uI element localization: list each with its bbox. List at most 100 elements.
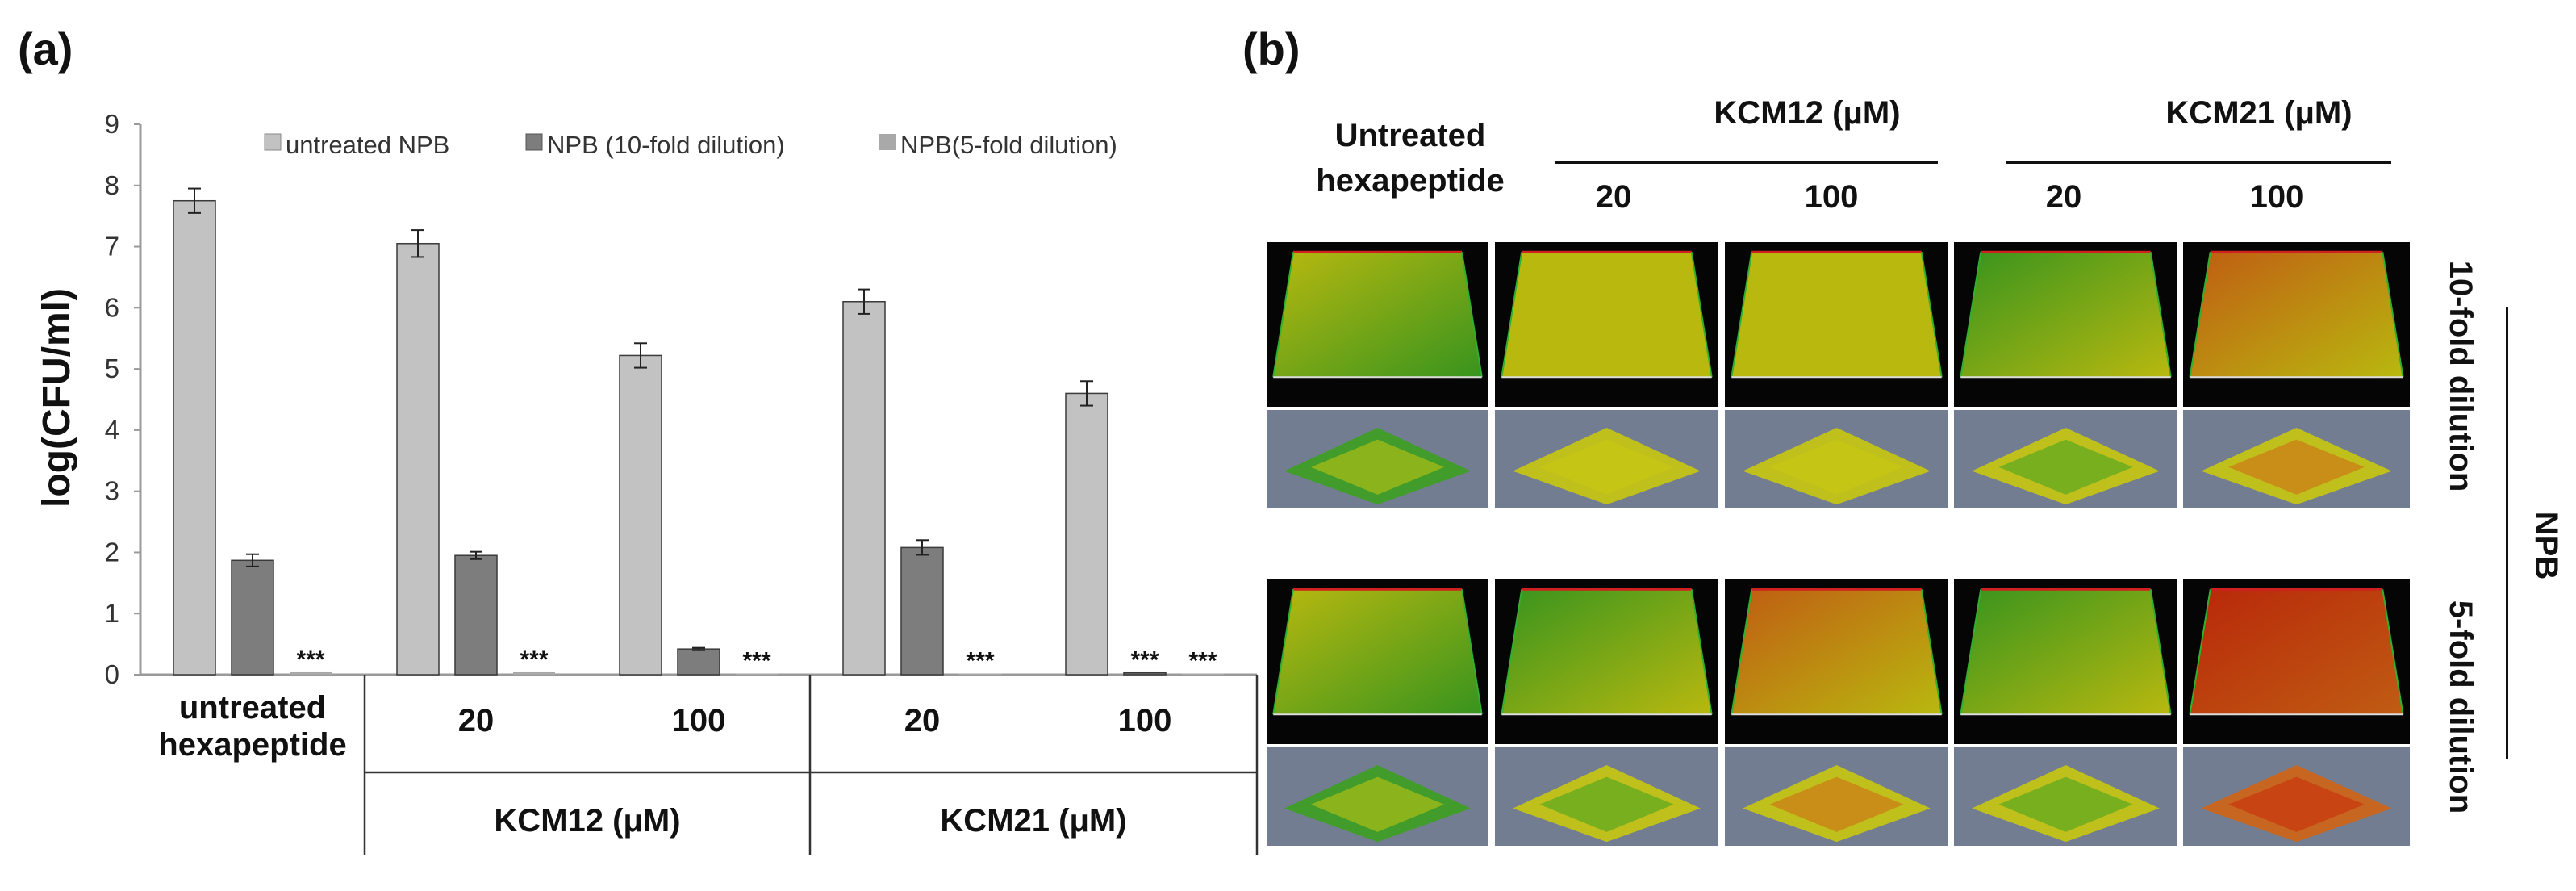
- confocal-surface-plot: [2201, 764, 2392, 843]
- bar-chart: log(CFU/ml) untreated NPB NPB (10-fold d…: [35, 109, 1259, 855]
- confocal-surface-plot: [1284, 427, 1471, 505]
- y-ticks: 0 1 2 3 4 5 6 7 8 9: [105, 109, 140, 689]
- bar-npb-10-fold-dilution-3: [900, 546, 944, 676]
- confocal-image-bottom-r1-c0: [1267, 747, 1488, 846]
- confocal-3d-view: [1960, 250, 2172, 379]
- y-tick-label: 3: [105, 476, 119, 506]
- significance-label: ***: [520, 646, 548, 673]
- legend: untreated NPB NPB (10-fold dilution) NPB…: [264, 131, 1117, 159]
- legend-label-untreated-npb: untreated NPB: [286, 131, 449, 159]
- y-tick-label: 8: [105, 170, 119, 200]
- bar-npb-5-fold-dilution-4: [1182, 673, 1224, 675]
- panel-a: (a) log(CFU/ml) untreated NPB NPB (10-fo…: [0, 0, 1259, 891]
- significance-label: ***: [742, 647, 770, 674]
- confocal-image-top-r1-c1: [1495, 579, 1718, 744]
- bar-untreated-npb-2: [619, 354, 662, 676]
- bar-npb-10-fold-dilution-0: [231, 559, 274, 676]
- y-tick-label: 7: [105, 232, 119, 261]
- significance-label: ***: [1130, 647, 1159, 674]
- group-label-kcm21: KCM21 (μM): [940, 803, 1126, 839]
- confocal-3d-view: [1501, 250, 1713, 379]
- confocal-3d-view: [2189, 250, 2404, 379]
- confocal-image-bottom-r0-c3: [1954, 410, 2177, 508]
- bar-npb-10-fold-dilution-2: [677, 648, 720, 676]
- confocal-image-top-r0-c2: [1725, 242, 1948, 407]
- confocal-3d-view: [1501, 588, 1713, 716]
- panel-b: (b) Untreated hexapeptide KCM12 (μM) 20 …: [1242, 0, 2576, 891]
- confocal-3d-view: [1272, 250, 1483, 379]
- bar-npb-5-fold-dilution-1: [513, 671, 555, 675]
- panel-b-label: (b): [1242, 23, 1301, 74]
- y-tick-label: 6: [105, 292, 119, 322]
- bar-npb-5-fold-dilution-2: [736, 673, 778, 675]
- confocal-image-top-r1-c4: [2183, 579, 2410, 744]
- legend-swatch-npb-5-fold: [879, 134, 896, 150]
- confocal-surface-plot: [2201, 427, 2392, 505]
- confocal-image-bottom-r0-c1: [1495, 410, 1718, 508]
- group-header-kcm21: KCM21 (μM): [2165, 95, 2353, 131]
- x-category-label: untreated: [179, 690, 326, 726]
- x-category-label: 20: [458, 703, 495, 738]
- confocal-surface-plot: [1284, 764, 1471, 843]
- confocal-image-bottom-r1-c4: [2183, 747, 2410, 846]
- legend-item-npb-5-fold: NPB(5-fold dilution): [879, 131, 1117, 159]
- confocal-surface-plot: [1513, 427, 1701, 505]
- confocal-image-top-r0-c0: [1267, 242, 1488, 407]
- bar-untreated-npb-4: [1065, 392, 1108, 676]
- group-header-kcm12-line: [1555, 161, 1938, 164]
- confocal-image-bottom-r0-c4: [2183, 410, 2410, 508]
- significance-label: ***: [966, 647, 994, 674]
- x-category-label: 100: [1118, 703, 1172, 738]
- group-header-kcm12: KCM12 (μM): [1714, 95, 1901, 131]
- y-tick-label: 9: [105, 109, 119, 139]
- confocal-image-top-r0-c1: [1495, 242, 1718, 407]
- confocal-image-top-r1-c0: [1267, 579, 1488, 744]
- bar-npb-5-fold-dilution-0: [290, 671, 332, 675]
- confocal-surface-plot: [1513, 764, 1701, 843]
- group-header-kcm21-line: [2006, 161, 2391, 164]
- legend-label-npb-5-fold: NPB(5-fold dilution): [900, 131, 1117, 159]
- y-tick-label: 4: [105, 415, 119, 445]
- confocal-surface-plot: [1743, 427, 1931, 505]
- x-category-label: 100: [672, 703, 726, 738]
- untreated-header-line-1: Untreated: [1334, 118, 1486, 153]
- legend-swatch-untreated-npb: [264, 133, 282, 151]
- bars: *** *** *** *** *** ***: [173, 187, 1224, 676]
- panel-a-label: (a): [18, 23, 73, 74]
- group-label-kcm12: KCM12 (μM): [494, 803, 680, 839]
- y-tick-label: 5: [105, 353, 119, 383]
- confocal-3d-view: [1731, 250, 1943, 379]
- row-label-10-fold: 10-fold dilution: [2443, 260, 2478, 492]
- header-kcm12-20: 20: [1595, 179, 1632, 215]
- confocal-3d-view: [1272, 588, 1483, 716]
- confocal-image-bottom-r0-c2: [1725, 410, 1948, 508]
- significance-label: ***: [296, 646, 324, 673]
- confocal-image-top-r1-c2: [1725, 579, 1948, 744]
- row-label-divider: [2506, 307, 2508, 759]
- bar-npb-10-fold-dilution-1: [454, 554, 498, 676]
- confocal-surface-plot: [1972, 764, 2160, 843]
- confocal-image-bottom-r0-c0: [1267, 410, 1488, 508]
- bar-untreated-npb-1: [396, 243, 440, 676]
- confocal-image-bottom-r1-c1: [1495, 747, 1718, 846]
- confocal-surface-plot: [1743, 764, 1931, 843]
- y-tick-label: 1: [105, 598, 119, 628]
- untreated-header: Untreated hexapeptide: [1289, 113, 1531, 203]
- legend-swatch-npb-10-fold: [525, 133, 543, 151]
- untreated-header-line-2: hexapeptide: [1316, 163, 1505, 199]
- bar-npb-10-fold-dilution-4: [1123, 671, 1167, 676]
- legend-item-npb-10-fold: NPB (10-fold dilution): [525, 131, 785, 159]
- y-tick-label: 0: [105, 659, 119, 689]
- x-category-label: 20: [904, 703, 941, 738]
- bar-untreated-npb-0: [173, 199, 216, 676]
- y-axis-label: log(CFU/ml): [35, 288, 78, 508]
- legend-label-npb-10-fold: NPB (10-fold dilution): [547, 131, 785, 159]
- confocal-surface-plot: [1972, 427, 2160, 505]
- confocal-3d-view: [1731, 588, 1943, 716]
- confocal-3d-view: [2189, 588, 2404, 716]
- confocal-image-top-r1-c3: [1954, 579, 2177, 744]
- row-label-5-fold: 5-fold dilution: [2443, 600, 2478, 814]
- confocal-image-top-r0-c4: [2183, 242, 2410, 407]
- x-category-label: hexapeptide: [158, 727, 346, 763]
